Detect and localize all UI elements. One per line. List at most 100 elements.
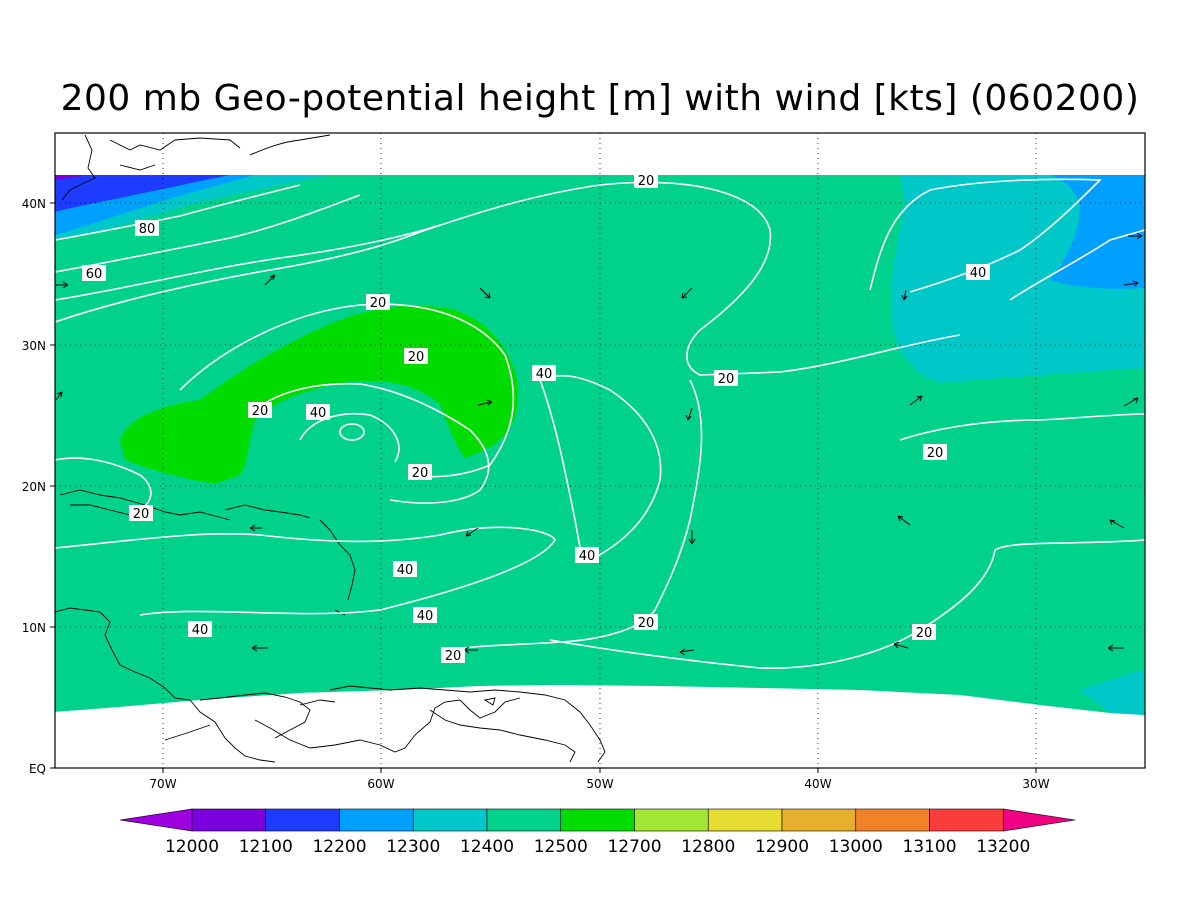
svg-text:40: 40: [970, 266, 987, 281]
map-title: 200 mb Geo-potential height [m] with win…: [60, 78, 1140, 119]
coast-central-america: [54, 607, 276, 763]
contour-label: 40: [966, 264, 990, 281]
colorbar-swatch: [855, 808, 930, 832]
isotach-60: [54, 194, 361, 273]
latitude-labels: 40N 30N 20N 10N EQ: [22, 197, 46, 776]
isotach-40-ne: [869, 178, 1102, 293]
wind-arrow: [1123, 397, 1139, 407]
isotach-20-east: [444, 379, 703, 651]
colorbar-swatch: [781, 808, 857, 832]
isotach-40-dipole: [539, 374, 662, 561]
wind-arrow: [893, 641, 909, 649]
contour-labels: 20 20 20 20 20 20 20 20 20 20 20 40 40 4…: [82, 172, 990, 664]
contour-label: 20: [634, 172, 658, 189]
colorbar-label: 12300: [386, 837, 440, 857]
contour-label: 40: [188, 621, 212, 638]
svg-text:20: 20: [927, 446, 944, 461]
colorbar-label: 12200: [312, 837, 366, 857]
contour-label: 60: [82, 265, 106, 282]
lat-label: EQ: [29, 762, 46, 776]
colorbar-label: 12800: [681, 837, 735, 857]
svg-text:40: 40: [417, 609, 434, 624]
south-america: [55, 685, 610, 768]
wind-arrow: [681, 287, 693, 299]
lat-label: 10N: [22, 621, 46, 635]
contour-label: 20: [441, 647, 465, 664]
contour-label: 20: [404, 348, 428, 365]
contour-label: 80: [135, 220, 159, 237]
colorbar-label: 13200: [976, 837, 1030, 857]
contour-label: 20: [248, 402, 272, 419]
svg-text:20: 20: [370, 296, 387, 311]
axis-ticks: [50, 202, 1037, 773]
lon-label: 50W: [586, 777, 613, 791]
isotach-north: [54, 181, 961, 376]
colorbar-label: 12700: [607, 837, 661, 857]
contour-label: 20: [408, 464, 432, 481]
lon-label: 40W: [804, 777, 831, 791]
coast-venezuela: [199, 685, 606, 763]
longitude-labels: 70W 60W 50W 40W 30W: [149, 777, 1049, 791]
contour-label: 20: [923, 444, 947, 461]
land-masses: [55, 133, 610, 768]
svg-text:20: 20: [408, 350, 425, 365]
wind-arrow: [55, 391, 63, 401]
wind-arrow: [249, 524, 262, 532]
colorbar-label: 12000: [165, 837, 219, 857]
coast-inland: [164, 697, 576, 763]
isotach-inner: [299, 412, 400, 463]
colorbar-swatch: [412, 808, 488, 832]
colorbar-swatch: [560, 808, 635, 832]
contour-label: 40: [413, 607, 437, 624]
isotach-ne-2: [1009, 229, 1146, 301]
isotach-40-south: [54, 526, 556, 616]
svg-text:20: 20: [638, 174, 655, 189]
svg-text:20: 20: [412, 466, 429, 481]
isotach-40-ring: [254, 382, 490, 504]
svg-text:20: 20: [718, 372, 735, 387]
colorbar-low-triangle: [119, 808, 193, 832]
svg-text:40: 40: [192, 623, 209, 638]
contour-label: 20: [912, 624, 936, 641]
isotach-mid: [54, 224, 441, 301]
lat-label: 20N: [22, 480, 46, 494]
svg-text:40: 40: [397, 563, 414, 578]
fill-12200-ne: [980, 175, 1145, 289]
wind-arrow: [1128, 232, 1143, 240]
fill-12100-nw: [55, 175, 230, 212]
colorbar-swatch: [265, 808, 340, 832]
colorbar-swatch: [486, 808, 562, 832]
colorbar-swatch: [707, 808, 783, 832]
contour-label: 20: [129, 505, 153, 522]
isotach-80: [54, 184, 301, 241]
wind-arrows: [55, 232, 1143, 656]
svg-text:60: 60: [86, 267, 103, 282]
svg-text:20: 20: [445, 649, 462, 664]
svg-text:40: 40: [579, 549, 596, 564]
isotach-20-southeast: [549, 539, 1146, 669]
fill-12300-se: [1080, 670, 1145, 715]
contour-label: 40: [575, 547, 599, 564]
wind-arrow: [479, 287, 491, 299]
svg-text:20: 20: [638, 616, 655, 631]
isotachs: [54, 178, 1146, 669]
wind-arrow: [56, 281, 69, 289]
colorbar-swatch: [929, 808, 1004, 832]
colorbar: 12000 12100 12200 12300 12400 12500 12700 12800…: [119, 808, 1076, 857]
contour-label: 40: [306, 404, 330, 421]
lon-label: 30W: [1022, 777, 1049, 791]
colorbar-label: 12500: [534, 837, 588, 857]
svg-text:20: 20: [916, 626, 933, 641]
colorbar-label: 13000: [829, 837, 883, 857]
svg-text:40: 40: [310, 406, 327, 421]
svg-text:40: 40: [536, 367, 553, 382]
wind-arrow: [679, 648, 695, 656]
wind-arrow: [1107, 644, 1124, 652]
coast-north-america: [61, 134, 331, 201]
isotach-20-ring: [179, 303, 515, 478]
colorbar-swatch: [191, 808, 267, 832]
contour-label: 40: [532, 365, 556, 382]
colorbar-swatch: [634, 808, 709, 832]
wind-arrow: [685, 407, 693, 421]
